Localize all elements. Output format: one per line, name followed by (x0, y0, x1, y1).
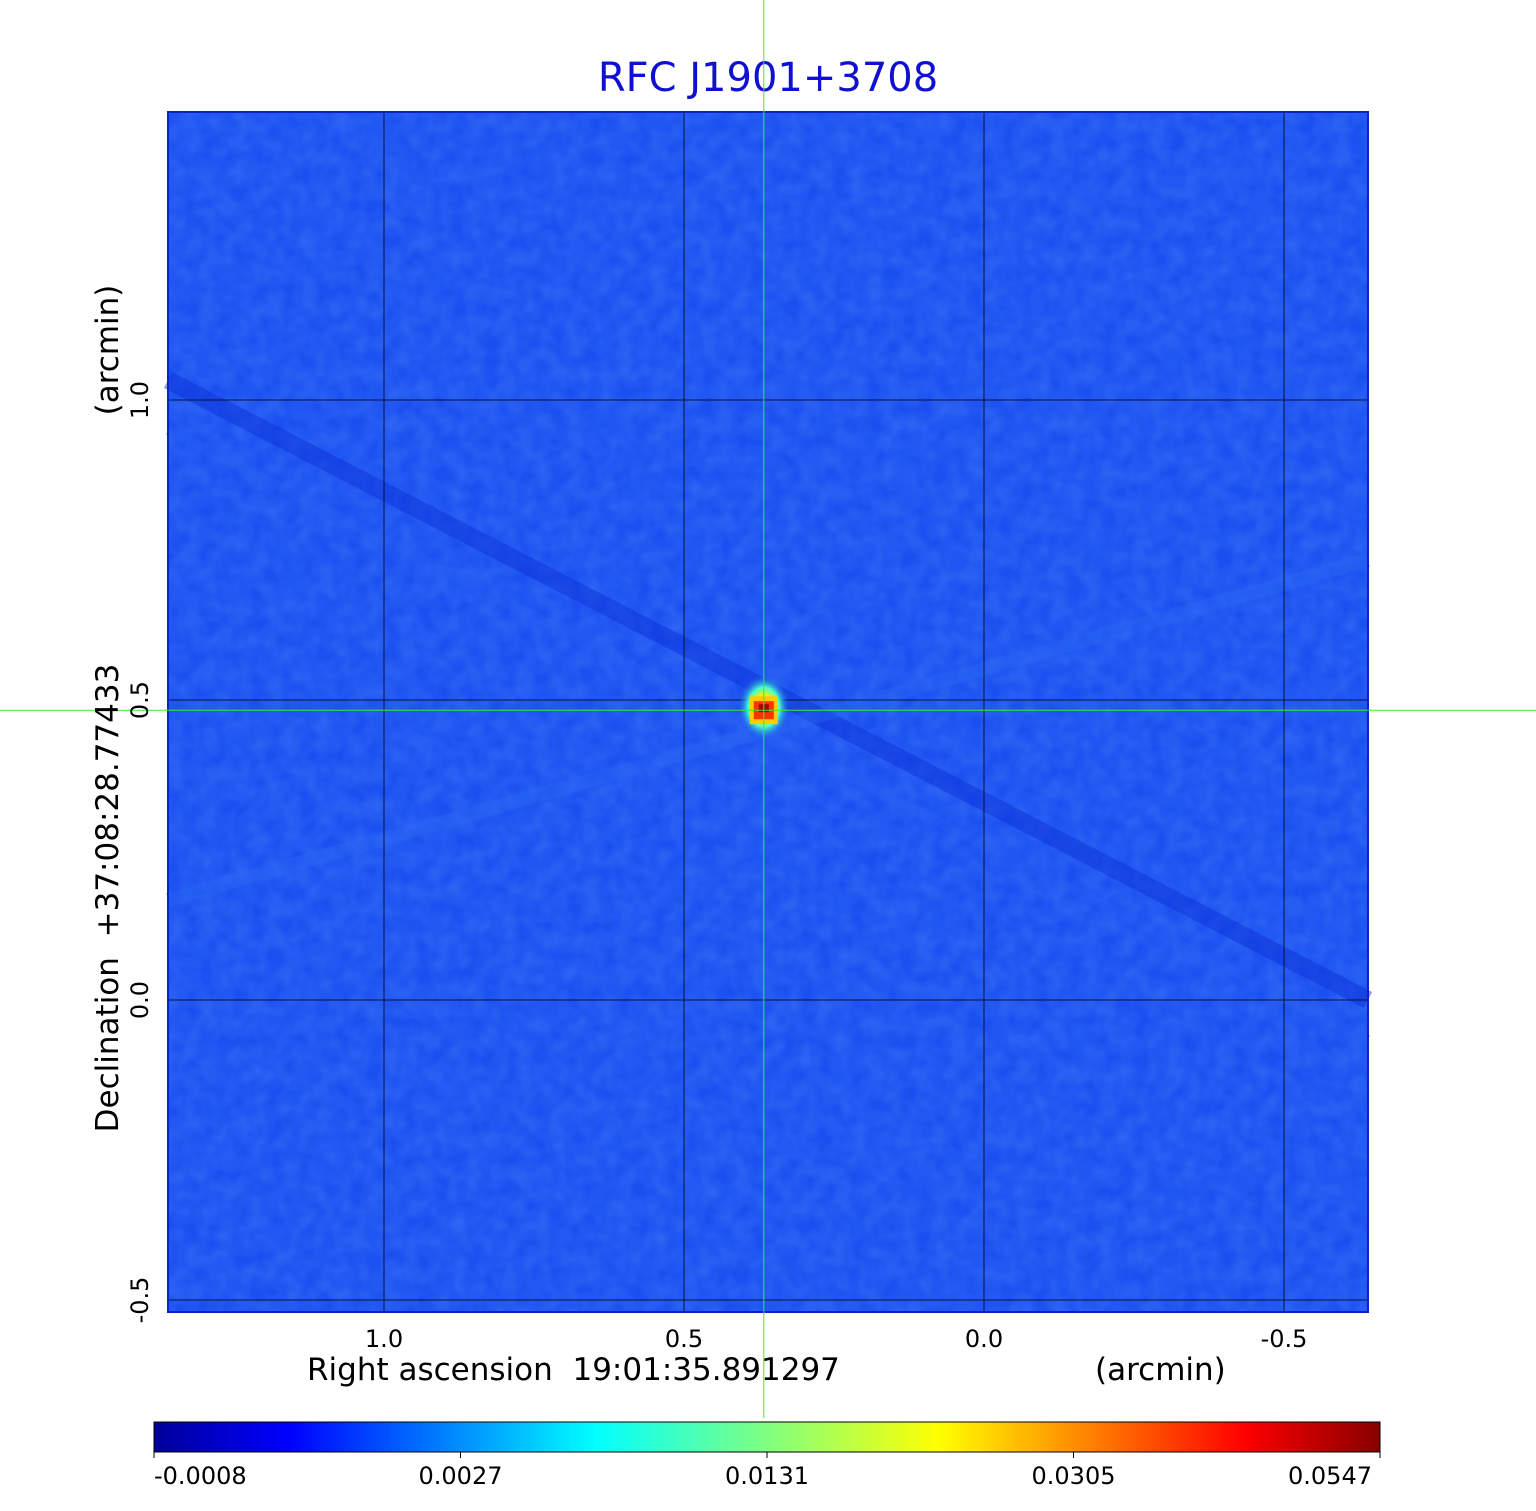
colorbar-tick-label: 0.0547 (1288, 1462, 1372, 1490)
chart-title: RFC J1901+3708 (597, 55, 939, 101)
y-tick-label: 1.0 (126, 380, 154, 420)
plot-frame (167, 111, 1369, 1313)
y-tick-label: 0.0 (126, 980, 154, 1020)
colorbar-ticks (153, 1452, 1381, 1458)
x-tick-label: 1.0 (364, 1325, 404, 1353)
x-tick-label: 0.0 (964, 1325, 1004, 1353)
colorbar (153, 1421, 1381, 1453)
x-tick-label: -0.5 (1260, 1325, 1308, 1353)
x-axis-unit: (arcmin) (1095, 1352, 1226, 1388)
y-tick-label: 0.5 (126, 680, 154, 720)
y-axis-label: Declination +37:08:28.77433 (90, 663, 126, 1133)
y-axis-unit: (arcmin) (90, 284, 126, 416)
x-axis-label: Right ascension 19:01:35.891297 (307, 1352, 840, 1388)
colorbar-tick-label: 0.0131 (725, 1462, 809, 1490)
y-tick-label: -0.5 (126, 1276, 154, 1324)
colorbar-tick-label: -0.0008 (154, 1462, 247, 1490)
crosshair (0, 0, 1536, 1418)
x-tick-label: 0.5 (664, 1325, 704, 1353)
colorbar-tick-label: 0.0305 (1031, 1462, 1116, 1490)
colorbar-tick-label: 0.0027 (418, 1462, 503, 1490)
